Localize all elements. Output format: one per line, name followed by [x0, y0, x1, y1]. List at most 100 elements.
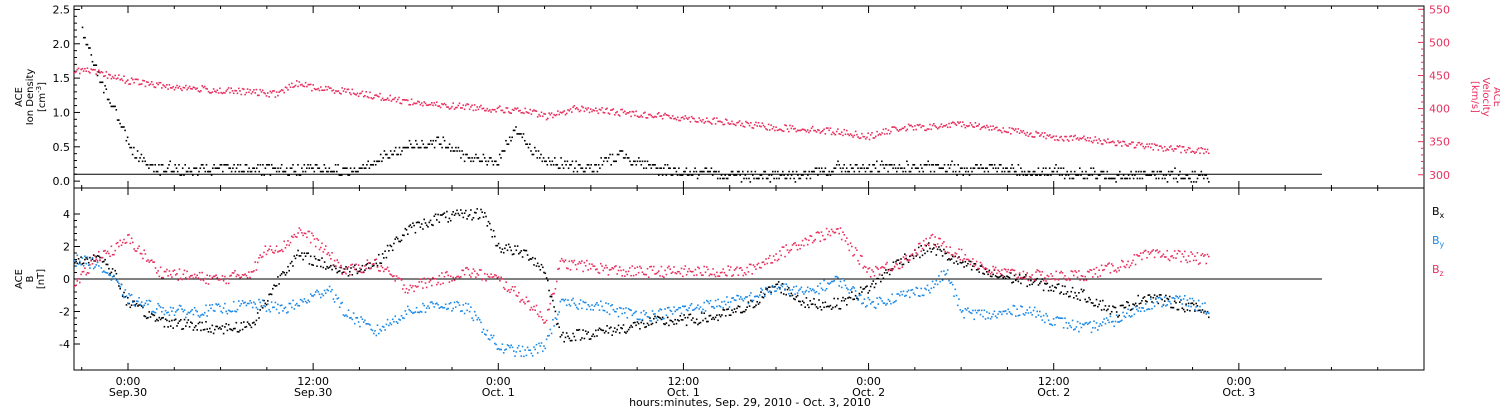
data-point	[172, 307, 174, 309]
data-point	[909, 170, 912, 173]
data-point	[675, 309, 678, 311]
data-point	[75, 265, 77, 267]
data-point	[1059, 292, 1061, 295]
data-point	[417, 100, 419, 103]
data-point	[313, 170, 316, 173]
data-point	[114, 74, 116, 77]
data-point	[1127, 301, 1129, 304]
data-point	[1181, 146, 1184, 148]
data-point	[931, 280, 934, 283]
data-point	[830, 170, 833, 173]
data-point	[1141, 258, 1143, 261]
data-point	[597, 271, 600, 274]
data-point	[513, 129, 516, 132]
data-point	[1010, 269, 1012, 272]
data-point	[463, 273, 466, 276]
data-point	[472, 217, 475, 219]
data-point	[840, 170, 843, 173]
data-point	[397, 153, 399, 156]
data-point	[547, 309, 549, 311]
data-point	[1033, 136, 1036, 138]
data-point	[626, 273, 629, 276]
data-point	[1105, 309, 1108, 312]
data-point	[365, 91, 367, 93]
data-point	[439, 106, 442, 109]
data-point	[405, 229, 408, 231]
data-point	[302, 234, 304, 237]
data-point	[431, 223, 433, 226]
data-point	[606, 107, 608, 110]
data-point	[186, 88, 188, 91]
data-point	[518, 291, 520, 294]
data-point	[992, 125, 994, 127]
data-point	[682, 275, 684, 278]
data-point	[261, 299, 264, 302]
data-point	[176, 273, 178, 275]
data-point	[307, 299, 309, 302]
data-point	[846, 129, 848, 132]
legend-item: By	[1432, 234, 1445, 249]
data-point	[523, 249, 525, 251]
data-point	[606, 325, 608, 327]
data-point	[1025, 174, 1027, 176]
data-point	[336, 170, 338, 173]
data-point	[646, 267, 649, 270]
data-point	[696, 177, 699, 180]
data-point	[1026, 285, 1028, 288]
data-point	[1093, 304, 1095, 307]
data-point	[486, 107, 489, 110]
data-point	[381, 97, 384, 100]
data-point	[570, 164, 572, 166]
data-point	[154, 164, 156, 166]
data-point	[264, 305, 267, 308]
data-point	[487, 338, 490, 340]
data-point	[767, 286, 770, 288]
data-point	[864, 286, 867, 288]
data-point	[823, 128, 825, 131]
data-point	[340, 266, 342, 269]
data-point	[400, 315, 403, 317]
data-point	[660, 318, 663, 321]
data-point	[1011, 164, 1013, 166]
data-point	[462, 153, 465, 156]
data-point	[833, 132, 835, 135]
data-point	[171, 319, 173, 322]
data-point	[756, 301, 758, 303]
data-point	[936, 283, 939, 286]
data-point	[190, 170, 193, 173]
data-point	[612, 308, 615, 311]
data-point	[1172, 297, 1175, 299]
data-point	[626, 330, 629, 333]
data-point	[313, 87, 316, 90]
data-point	[108, 252, 110, 255]
data-point	[846, 304, 848, 306]
data-point	[341, 87, 343, 89]
data-point	[188, 312, 191, 314]
data-point	[412, 146, 415, 149]
data-point	[872, 300, 875, 303]
data-point	[470, 276, 472, 278]
data-point	[798, 177, 800, 180]
data-point	[190, 310, 192, 313]
data-point	[427, 305, 429, 307]
data-point	[130, 146, 133, 149]
data-point	[379, 153, 382, 156]
data-point	[804, 170, 807, 173]
data-point	[752, 264, 755, 266]
data-point	[304, 170, 307, 173]
data-point	[285, 312, 288, 314]
data-point	[109, 102, 111, 104]
data-point	[1103, 308, 1105, 311]
data-point	[320, 265, 322, 268]
data-point	[515, 351, 518, 353]
data-point	[584, 265, 587, 267]
data-point	[800, 304, 803, 306]
data-point	[592, 265, 594, 267]
data-point	[1204, 174, 1206, 176]
data-point	[101, 271, 104, 273]
data-point	[922, 294, 925, 297]
data-point	[172, 270, 174, 272]
data-point	[694, 120, 697, 123]
data-point	[1084, 322, 1086, 325]
data-point	[367, 160, 369, 163]
